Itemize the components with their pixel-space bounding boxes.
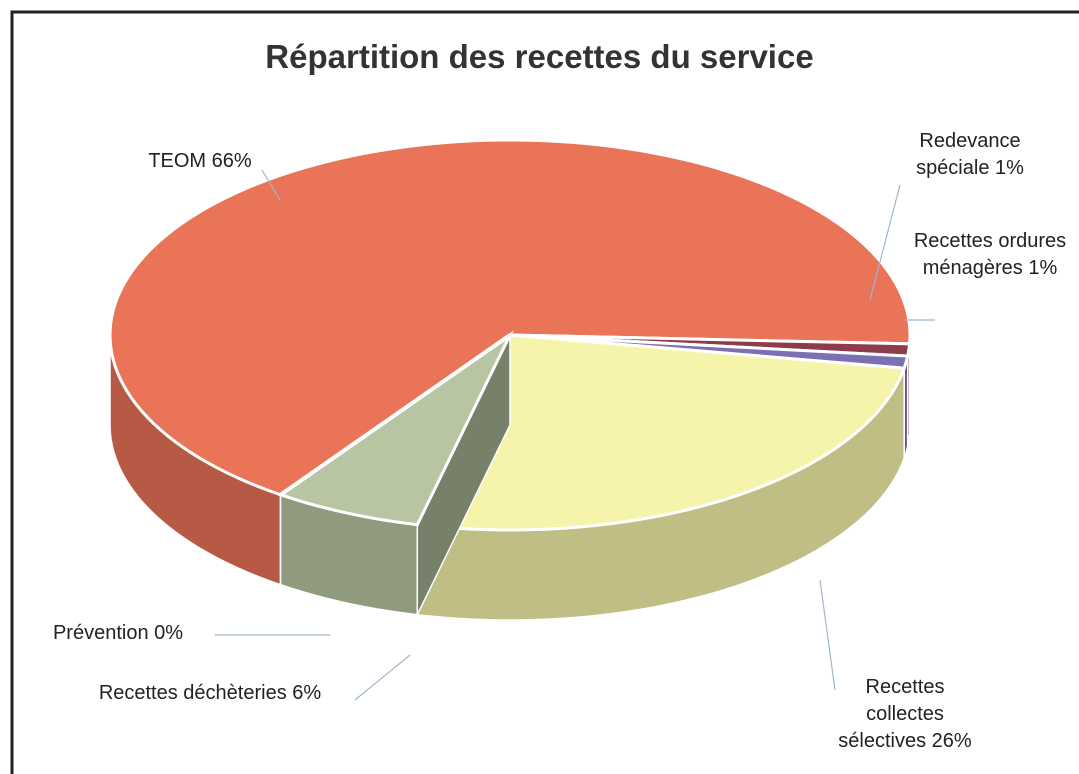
data-label-category: Recettes collectes sélectives: [838, 676, 945, 752]
leader-line: [869, 184, 901, 301]
data-label: Recettes collectes sélectives 26%: [825, 674, 985, 755]
data-label-category: Redevance spéciale: [916, 130, 1021, 179]
data-label-value: 1%: [995, 157, 1024, 179]
data-label-value: 6%: [292, 682, 322, 704]
chart-title: Répartition des recettes du service: [265, 38, 814, 75]
data-label-category: Prévention: [52, 622, 149, 644]
data-label-value: 26%: [931, 730, 972, 752]
data-label-value: 1%: [1028, 257, 1058, 279]
data-label-category: Recettes ordures ménagères: [913, 230, 1067, 279]
data-label-category: Recettes déchèteries: [98, 682, 287, 704]
frame: [10, 10, 1079, 774]
pie-slice: [277, 330, 514, 616]
slice-top: [415, 333, 907, 532]
data-label: Prévention 0%: [18, 620, 218, 647]
leader-line: [261, 169, 281, 201]
leader-line: [819, 579, 836, 691]
data-label: Redevance spéciale 1%: [895, 128, 1045, 182]
data-label-value: 0%: [154, 622, 184, 644]
data-label: Recettes ordures ménagères 1%: [905, 228, 1075, 282]
data-label: TEOM 66%: [120, 148, 280, 175]
data-label-value: 66%: [211, 150, 252, 172]
pie-slice: [415, 333, 907, 621]
data-label-category: TEOM: [148, 150, 207, 172]
slice-top: [108, 138, 912, 497]
data-label: Recettes déchèteries 6%: [55, 680, 365, 707]
slice-top: [277, 330, 514, 527]
leader-line: [354, 654, 411, 701]
